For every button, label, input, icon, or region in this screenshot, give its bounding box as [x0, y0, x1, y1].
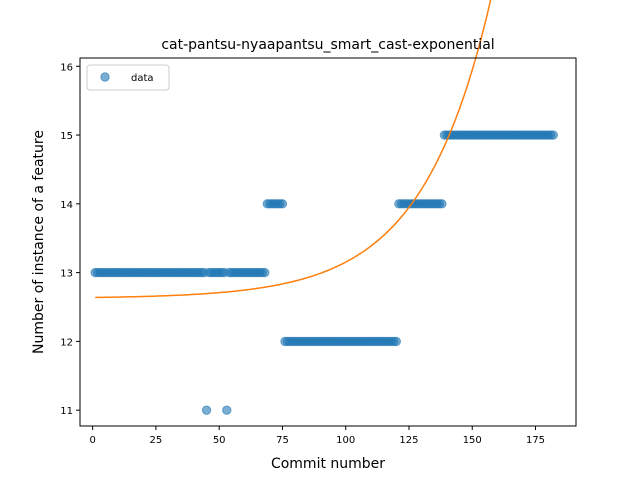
x-tick-label: 150: [463, 435, 482, 446]
data-point: [391, 336, 402, 347]
y-tick-label: 16: [60, 62, 73, 73]
legend-box: [86, 64, 170, 91]
y-tick-label: 13: [60, 269, 73, 280]
x-tick-label: 100: [336, 435, 355, 446]
fit-line: [95, 0, 492, 299]
data-point: [201, 405, 212, 415]
data-point: [437, 199, 447, 209]
legend-label-data: data: [131, 73, 154, 84]
y-axis-title: Number of instance of a feature: [31, 130, 47, 354]
legend: data: [86, 64, 170, 91]
y-tick-label: 12: [60, 337, 73, 348]
x-tick-label: 175: [526, 435, 545, 446]
x-tick-label: 50: [213, 435, 226, 446]
plot-frame: [79, 57, 577, 427]
y-tick-label: 15: [60, 131, 73, 142]
legend-marker-data: [100, 72, 110, 82]
y-axis-ticks: 11 12 13 14 15 16: [60, 62, 80, 417]
data-point: [260, 267, 270, 278]
data-point: [222, 405, 232, 415]
x-tick-label: 75: [276, 435, 289, 446]
x-tick-label: 125: [399, 435, 418, 446]
series-layer: [90, 0, 558, 415]
y-tick-label: 11: [60, 406, 73, 417]
x-axis-title: Commit number: [271, 456, 385, 472]
x-tick-label: 0: [89, 435, 95, 446]
data-point: [277, 199, 288, 209]
x-axis-ticks: 0 25 50 75 100 125 150 175: [89, 426, 545, 446]
y-tick-label: 14: [60, 200, 73, 211]
data-point: [548, 130, 558, 140]
x-tick-label: 25: [150, 435, 163, 446]
chart-title: cat-pantsu-nyaapantsu_smart_cast-exponen…: [161, 37, 494, 53]
